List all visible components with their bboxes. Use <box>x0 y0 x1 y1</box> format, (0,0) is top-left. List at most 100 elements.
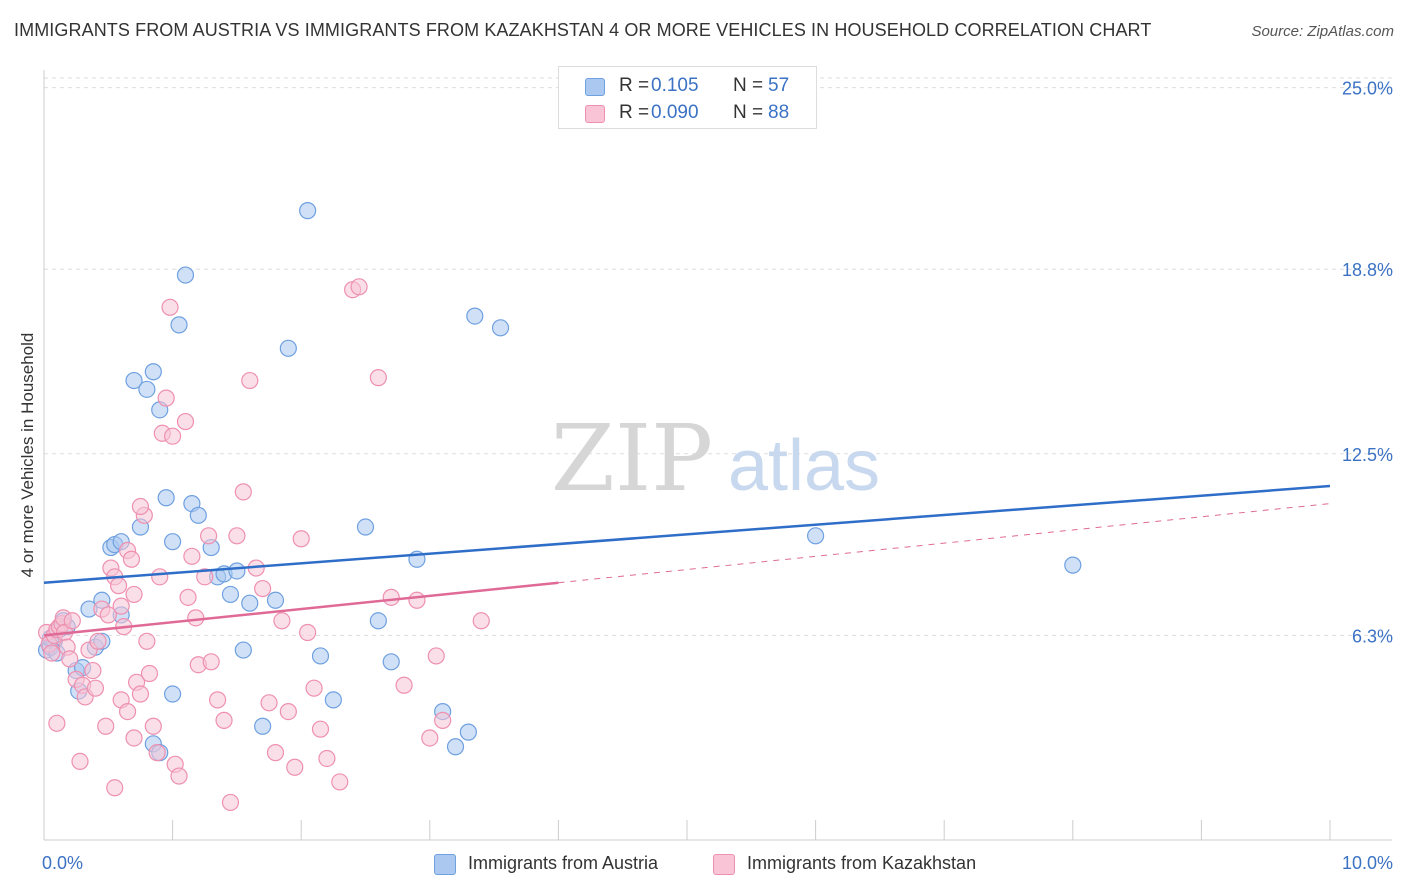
kazakhstan-point <box>125 585 143 604</box>
r-value: 0.090 <box>651 102 699 123</box>
kazakhstan-point <box>311 720 330 738</box>
kazakhstan-point <box>200 527 218 545</box>
y-tick-label: 12.5% <box>1342 445 1393 465</box>
austria-point <box>234 641 252 659</box>
legend-label-kazakhstan: Immigrants from Kazakhstan <box>747 853 977 873</box>
austria-point <box>311 647 330 665</box>
n-value: 57 <box>768 75 790 96</box>
austria-point <box>176 266 195 284</box>
austria-point <box>491 319 510 337</box>
kazakhstan-point <box>131 497 150 516</box>
kazakhstan-point <box>369 369 387 387</box>
kazakhstan-point <box>183 547 201 565</box>
austria-point <box>241 594 259 612</box>
kazakhstan-point <box>254 579 272 598</box>
austria-point <box>459 723 477 741</box>
kazakhstan-point <box>292 530 310 548</box>
kazakhstan-point <box>273 612 291 630</box>
austria-point <box>170 316 188 334</box>
source-label: Source: ZipAtlas.com <box>1251 23 1394 40</box>
kazakhstan-point <box>138 632 156 650</box>
austria-point <box>189 506 207 524</box>
kazakhstan-point <box>99 606 117 624</box>
kazakhstan-point <box>241 371 259 390</box>
r-label: R = <box>619 75 650 96</box>
n-label: N = <box>733 75 764 96</box>
r-value: 0.105 <box>651 75 699 96</box>
kazakhstan-point <box>86 679 105 697</box>
austria-swatch <box>585 78 605 96</box>
kazakhstan-point <box>125 729 143 747</box>
austria-point <box>369 612 387 630</box>
y-tick-label: 6.3% <box>1352 626 1393 646</box>
austria-point <box>356 518 375 536</box>
watermark-atlas: atlas <box>728 426 880 506</box>
kazakhstan-point <box>260 694 278 712</box>
stats-legend: R = 0.105 N = 57 R = 0.090 N = 88 <box>558 66 817 129</box>
kazakhstan-legend-swatch <box>713 854 735 875</box>
series-legend: Immigrants from Austria Immigrants from … <box>0 850 1406 880</box>
kazakhstan-point <box>97 717 115 735</box>
austria-point <box>144 363 162 381</box>
austria-point <box>466 307 484 325</box>
austria-point <box>1064 556 1082 574</box>
n-value: 88 <box>768 102 790 123</box>
kazakhstan-point <box>382 588 400 606</box>
data-points <box>37 202 1082 812</box>
kazakhstan-trend-line <box>43 581 559 637</box>
austria-point <box>299 202 317 220</box>
kazakhstan-point <box>43 644 61 662</box>
kazakhstan-trend-extension <box>558 503 1331 584</box>
kazakhstan-point <box>279 703 297 721</box>
kazakhstan-point <box>84 661 102 680</box>
kazakhstan-point <box>331 773 349 791</box>
austria-point <box>138 380 156 398</box>
kazakhstan-point <box>318 749 336 768</box>
kazakhstan-point <box>395 676 413 694</box>
kazakhstan-swatch <box>585 105 605 123</box>
kazakhstan-point <box>63 612 81 630</box>
kazakhstan-point <box>209 691 227 709</box>
kazakhstan-point <box>434 711 452 729</box>
kazakhstan-point <box>176 412 195 431</box>
kazakhstan-point <box>202 653 220 671</box>
kazakhstan-point <box>228 527 246 545</box>
kazakhstan-point <box>48 714 66 732</box>
kazakhstan-point <box>106 779 124 797</box>
chart-title: IMMIGRANTS FROM AUSTRIA VS IMMIGRANTS FR… <box>14 20 1152 40</box>
watermark-zip: ZIP <box>551 405 713 512</box>
kazakhstan-point <box>215 711 233 729</box>
kazakhstan-point <box>427 647 445 665</box>
kazakhstan-point <box>286 758 304 776</box>
kazakhstan-point <box>148 744 166 762</box>
y-tick-label: 25.0% <box>1342 79 1393 99</box>
kazakhstan-point <box>157 389 175 407</box>
kazakhstan-point <box>170 767 188 785</box>
austria-point <box>446 738 465 756</box>
zipatlas-watermark: ZIP atlas <box>551 405 880 512</box>
kazakhstan-point <box>234 483 252 501</box>
kazakhstan-point <box>179 588 197 606</box>
r-label: R = <box>619 102 650 123</box>
austria-point <box>324 691 342 709</box>
kazakhstan-point <box>305 679 323 697</box>
kazakhstan-point <box>266 744 285 762</box>
trend-lines <box>43 484 1331 637</box>
kazakhstan-point <box>350 278 368 296</box>
austria-point <box>157 489 175 507</box>
kazakhstan-point <box>122 550 141 568</box>
kazakhstan-point <box>472 612 490 630</box>
kazakhstan-point <box>71 752 89 771</box>
kazakhstan-point <box>140 664 159 683</box>
kazakhstan-point <box>109 577 128 595</box>
austria-point <box>382 653 400 671</box>
kazakhstan-point <box>161 298 179 316</box>
kazakhstan-point <box>221 793 240 812</box>
kazakhstan-point <box>299 623 317 642</box>
kazakhstan-point <box>89 632 107 650</box>
kazakhstan-point <box>421 729 439 747</box>
austria-point <box>279 339 297 357</box>
austria-point <box>228 562 246 580</box>
kazakhstan-point <box>61 650 79 668</box>
